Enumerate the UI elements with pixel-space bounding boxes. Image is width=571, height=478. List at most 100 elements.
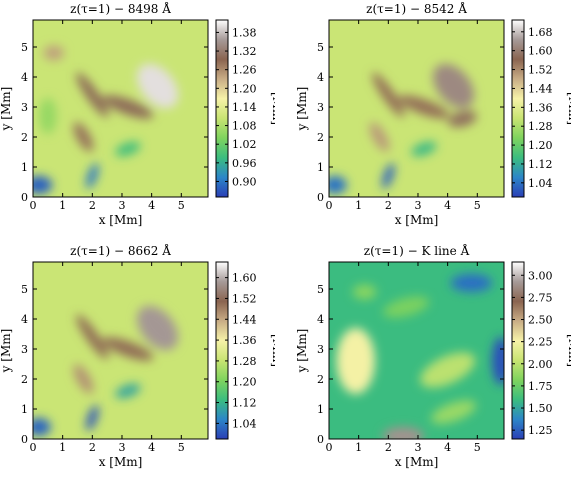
- chart-title: z(τ=1) − 8542 Å: [366, 1, 467, 16]
- heatmap-feature: [73, 364, 94, 394]
- colorbar-tick-label: 1.20: [232, 376, 257, 389]
- x-tick-label: 1: [355, 199, 362, 212]
- colorbar-tick-label: 1.52: [232, 292, 257, 305]
- heatmap-feature: [431, 400, 477, 424]
- heatmap-feature: [102, 95, 154, 119]
- x-tick-label: 5: [474, 199, 481, 212]
- x-tick-label: 0: [30, 199, 37, 212]
- y-axis-label: y [Mm]: [296, 87, 309, 132]
- x-tick-label: 5: [178, 441, 185, 454]
- colorbar-tick-label: 1.50: [528, 402, 553, 415]
- heatmap-feature: [73, 122, 94, 152]
- colorbar-tick-label: 1.68: [528, 26, 553, 39]
- x-tick-label: 5: [474, 441, 481, 454]
- x-tick-label: 4: [444, 199, 451, 212]
- colorbar: [215, 19, 229, 198]
- heatmap-feature: [86, 163, 99, 189]
- heatmap-field: [329, 20, 504, 197]
- colorbar-tick-label: 2.75: [528, 291, 553, 304]
- y-axis-label: y [Mm]: [0, 87, 13, 132]
- colorbar: [511, 261, 525, 440]
- colorbar-tick-label: 1.12: [528, 158, 553, 171]
- heatmap-feature: [432, 63, 475, 109]
- colorbar-tick-label: 1.20: [232, 82, 257, 95]
- y-tick-label: 4: [21, 313, 28, 326]
- chart-title: z(τ=1) − 8662 Å: [70, 243, 171, 258]
- colorbar-label: [Mm]: [566, 92, 571, 125]
- y-axis-label: y [Mm]: [296, 329, 309, 374]
- y-tick-label: 1: [317, 161, 324, 174]
- panel-8542: z(τ=1) − 8542 Å 0 1 2 3 4 5 0 1 2 3 4 5 x [Mm] y [Mm] 1…: [295, 0, 571, 232]
- heatmap-features: [33, 305, 179, 436]
- y-tick-label: 0: [21, 191, 28, 204]
- heatmap-features: [336, 274, 504, 439]
- heatmap-feature: [336, 328, 375, 394]
- heatmap-field: [33, 20, 208, 197]
- heatmap-features: [33, 45, 179, 194]
- colorbar-tick-label: 1.36: [232, 334, 257, 347]
- heatmap-feature: [76, 72, 109, 118]
- y-tick-label: 5: [317, 283, 324, 296]
- x-tick-label: 4: [148, 441, 155, 454]
- heatmap-chart: z(τ=1) − K line Å 0 1 2 3 4 5 0 1 2 3 4 5 x [Mm] y [Mm…: [295, 243, 571, 469]
- colorbar-tick-label: 3.00: [528, 269, 553, 282]
- heatmap-feature: [369, 122, 390, 152]
- y-tick-label: 2: [317, 373, 324, 386]
- x-tick-label: 2: [385, 199, 392, 212]
- colorbar-tick-label: 2.25: [528, 336, 553, 349]
- chart-title: z(τ=1) − 8498 Å: [70, 1, 171, 16]
- plot-frame: [328, 261, 505, 440]
- y-tick-label: 5: [317, 41, 324, 54]
- heatmap-field: [329, 262, 504, 439]
- colorbar-tick-label: 2.50: [528, 314, 553, 327]
- x-tick-label: 0: [326, 199, 333, 212]
- heatmap-feature: [352, 284, 377, 300]
- heatmap-chart: z(τ=1) − 8662 Å 0 1 2 3 4 5 0 1 2 3 4 5 x [Mm] y [Mm] 1…: [0, 243, 284, 469]
- colorbar: [511, 19, 525, 198]
- colorbar-tick-label: 1.26: [232, 64, 257, 77]
- heatmap-feature: [115, 141, 141, 157]
- heatmap-feature: [420, 352, 476, 388]
- y-tick-label: 3: [317, 343, 324, 356]
- colorbar-tick-label: 1.04: [232, 417, 257, 430]
- y-tick-label: 1: [317, 403, 324, 416]
- x-tick-label: 2: [89, 199, 96, 212]
- colorbar-tick-label: 1.38: [232, 26, 257, 39]
- chart-title: z(τ=1) − K line Å: [364, 243, 470, 258]
- colorbar-tick-label: 1.75: [528, 380, 553, 393]
- x-tick-label: 3: [118, 199, 125, 212]
- heatmap-feature: [76, 314, 109, 360]
- y-tick-label: 2: [21, 131, 28, 144]
- y-tick-label: 1: [21, 161, 28, 174]
- heatmap-chart: z(τ=1) − 8498 Å 0 1 2 3 4 5 0 1 2 3 4 5 x [Mm] y [Mm] 0…: [0, 1, 284, 227]
- x-tick-label: 4: [148, 199, 155, 212]
- y-tick-label: 4: [317, 313, 324, 326]
- heatmap-feature: [383, 296, 430, 318]
- x-axis-label: x [Mm]: [99, 213, 143, 227]
- heatmap-features: [329, 63, 477, 194]
- x-tick-label: 1: [59, 199, 66, 212]
- plot-frame: [32, 261, 209, 440]
- heatmap-feature: [382, 427, 424, 439]
- y-tick-label: 4: [21, 71, 28, 84]
- heatmap-feature: [33, 176, 53, 194]
- colorbar-label: [Mm]: [566, 334, 571, 367]
- colorbar-tick-label: 1.28: [232, 355, 257, 368]
- heatmap-feature: [115, 383, 141, 399]
- y-tick-label: 4: [317, 71, 324, 84]
- colorbar-tick-label: 1.32: [232, 45, 257, 58]
- heatmap-field: [33, 262, 208, 439]
- colorbar-tick-label: 1.04: [528, 177, 553, 190]
- heatmap-feature: [38, 98, 57, 134]
- heatmap-feature: [33, 418, 51, 436]
- y-tick-label: 3: [21, 101, 28, 114]
- x-tick-label: 5: [178, 199, 185, 212]
- heatmap-chart: z(τ=1) − 8542 Å 0 1 2 3 4 5 0 1 2 3 4 5 x [Mm] y [Mm] 1…: [295, 1, 571, 227]
- colorbar-tick-label: 1.60: [528, 45, 553, 58]
- y-axis-label: y [Mm]: [0, 329, 13, 374]
- x-tick-label: 2: [89, 441, 96, 454]
- colorbar-tick-label: 1.28: [528, 120, 553, 133]
- colorbar-tick-label: 1.02: [232, 138, 257, 151]
- y-tick-label: 2: [21, 373, 28, 386]
- heatmap-feature: [372, 72, 405, 118]
